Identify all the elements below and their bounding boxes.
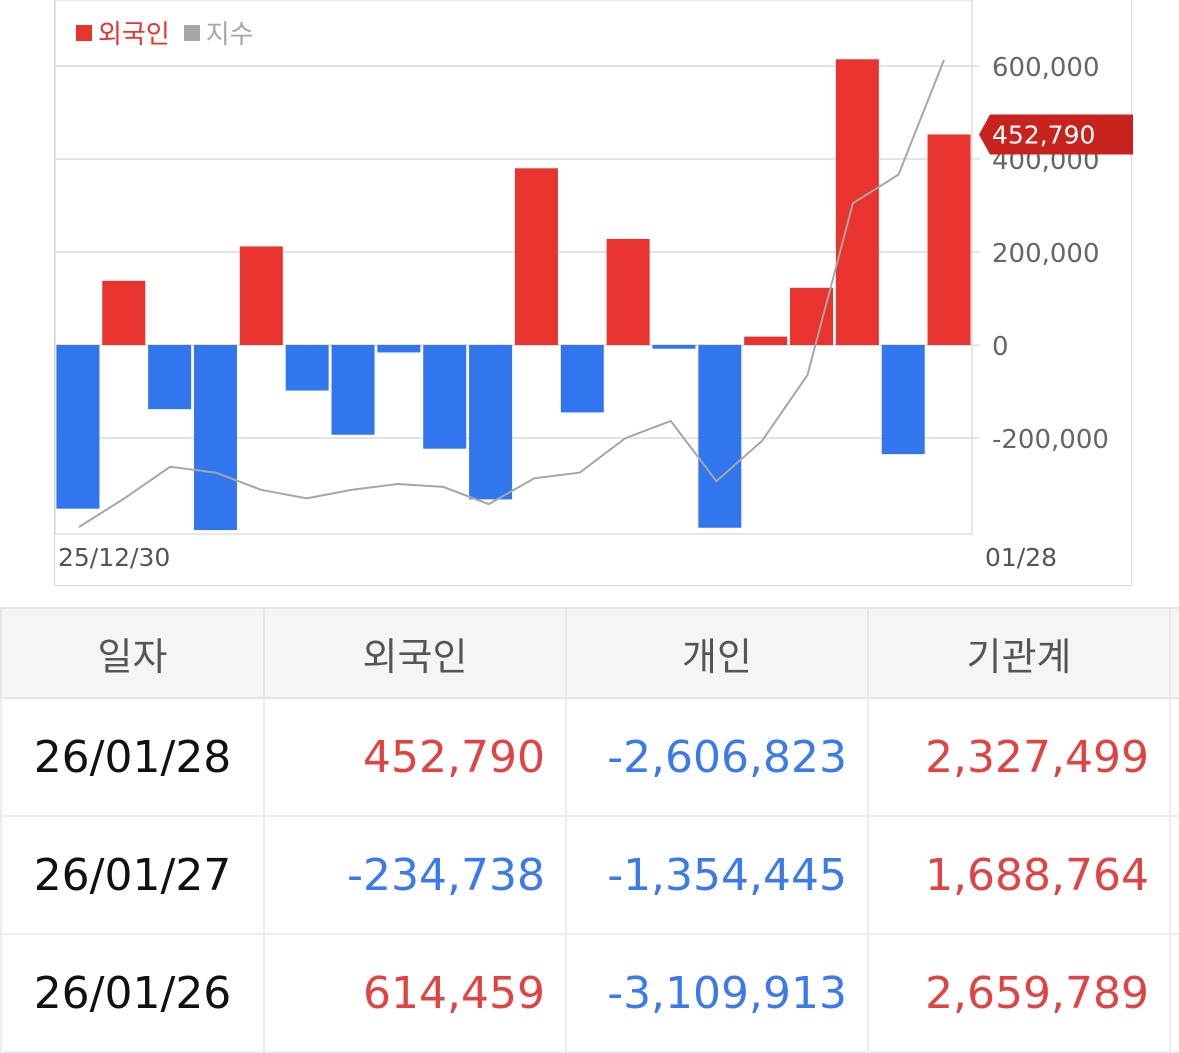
index-line bbox=[78, 59, 945, 528]
y-tick-label: -200,000 bbox=[992, 425, 1109, 455]
header-date: 일자 bbox=[0, 607, 265, 699]
table-row[interactable]: 26/01/27 -234,738 -1,354,445 1,688,764 bbox=[0, 815, 1179, 935]
table-header-row: 일자 외국인 개인 기관계 bbox=[0, 607, 1179, 699]
bar bbox=[377, 345, 421, 353]
legend-label-index: 지수 bbox=[205, 20, 254, 50]
bar bbox=[102, 280, 146, 345]
bar bbox=[193, 345, 237, 531]
last-value-label: 452,790 bbox=[992, 120, 1095, 149]
cell-individual: -1,354,445 bbox=[565, 815, 869, 935]
bar bbox=[606, 238, 650, 345]
x-end-label: 01/28 bbox=[985, 543, 1057, 572]
legend-swatch-index bbox=[183, 24, 200, 41]
cell-overflow bbox=[1169, 697, 1179, 817]
plot-area bbox=[54, 0, 973, 535]
bar bbox=[423, 345, 467, 449]
cell-foreign: -234,738 bbox=[263, 815, 567, 935]
bar bbox=[469, 345, 513, 500]
legend-item-index: 지수 bbox=[183, 14, 254, 51]
y-tick-label: 200,000 bbox=[992, 239, 1100, 269]
legend-label-foreign: 외국인 bbox=[98, 20, 170, 50]
last-value-badge bbox=[979, 114, 1133, 155]
bar bbox=[881, 345, 925, 455]
cell-overflow bbox=[1169, 815, 1179, 935]
bar bbox=[56, 345, 100, 509]
bar bbox=[835, 59, 879, 346]
y-tick-label: 0 bbox=[992, 332, 1009, 362]
x-start-label: 25/12/30 bbox=[58, 543, 170, 572]
legend-item-foreign: 외국인 bbox=[76, 14, 170, 51]
cell-institution: 2,659,789 bbox=[867, 933, 1171, 1053]
cell-institution: 1,688,764 bbox=[867, 815, 1171, 935]
cell-foreign: 614,459 bbox=[263, 933, 567, 1053]
bar bbox=[331, 345, 375, 435]
cell-individual: -2,606,823 bbox=[565, 697, 869, 817]
bar bbox=[514, 168, 558, 345]
cell-foreign: 452,790 bbox=[263, 697, 567, 817]
bar bbox=[285, 345, 329, 391]
chart-legend: 외국인 지수 bbox=[76, 14, 254, 51]
bar bbox=[239, 246, 283, 345]
header-foreign: 외국인 bbox=[263, 607, 567, 699]
table-row[interactable]: 26/01/28 452,790 -2,606,823 2,327,499 bbox=[0, 697, 1179, 817]
cell-institution: 2,327,499 bbox=[867, 697, 1171, 817]
cell-individual: -3,109,913 bbox=[565, 933, 869, 1053]
y-tick-label: 600,000 bbox=[992, 53, 1100, 83]
bar bbox=[560, 345, 604, 413]
bar bbox=[652, 345, 696, 349]
table-row[interactable]: 26/01/26 614,459 -3,109,913 2,659,789 bbox=[0, 933, 1179, 1053]
bar bbox=[790, 287, 834, 345]
header-overflow bbox=[1169, 607, 1179, 699]
investor-table: 일자 외국인 개인 기관계 26/01/28 452,790 -2,606,82… bbox=[0, 607, 1179, 1053]
bar bbox=[148, 345, 192, 410]
legend-swatch-foreign bbox=[76, 24, 92, 41]
cell-date: 26/01/26 bbox=[0, 933, 265, 1053]
header-individual: 개인 bbox=[565, 607, 869, 699]
cell-date: 26/01/28 bbox=[0, 697, 265, 817]
header-institution: 기관계 bbox=[867, 607, 1171, 699]
cell-overflow bbox=[1169, 933, 1179, 1053]
bar bbox=[744, 336, 788, 345]
bar-line-chart: 600,000400,000200,0000-200,000452,79025/… bbox=[54, 0, 1133, 572]
cell-date: 26/01/27 bbox=[0, 815, 265, 935]
bar bbox=[698, 345, 742, 528]
bar bbox=[927, 134, 971, 345]
